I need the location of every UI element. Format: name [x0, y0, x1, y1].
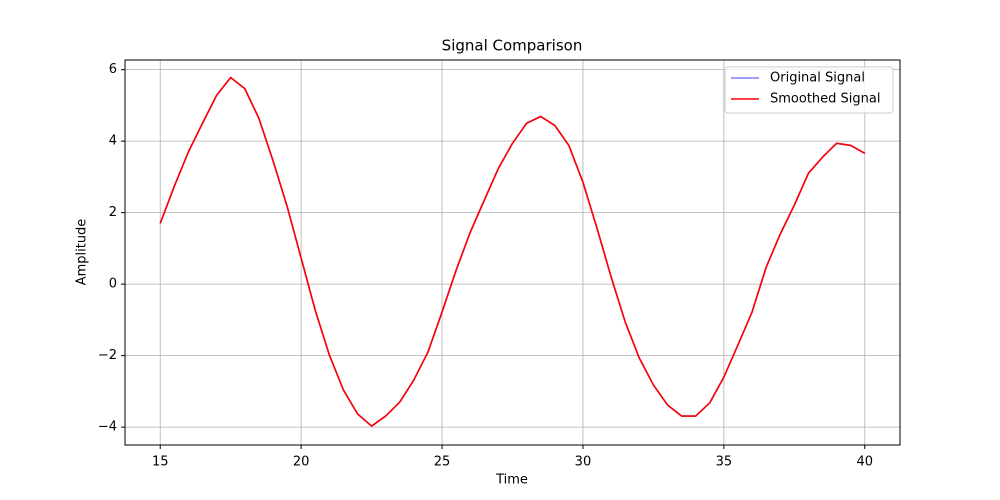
y-tick-label: −4 [98, 420, 117, 435]
axes-frame [124, 59, 901, 446]
y-axis-label: Amplitude [75, 219, 90, 286]
x-tick-label: 15 [152, 455, 169, 470]
line-series [159, 76, 866, 427]
x-tick-label: 30 [575, 455, 592, 470]
line-series [159, 76, 866, 427]
legend-label: Original Signal [770, 71, 865, 86]
y-tick-label: 6 [109, 62, 117, 77]
x-axis-label: Time [495, 473, 528, 488]
y-tick-label: 2 [109, 205, 117, 220]
x-tick-label: 35 [716, 455, 733, 470]
y-tick-label: −2 [98, 348, 117, 363]
chart-title: Signal Comparison [442, 37, 583, 55]
x-tick-label: 25 [434, 455, 451, 470]
x-tick-label: 20 [293, 455, 310, 470]
y-tick-label: 0 [109, 277, 117, 292]
y-tick-label: 4 [109, 134, 117, 149]
legend-label: Smoothed Signal [770, 92, 880, 107]
legend-box [724, 66, 894, 114]
x-tick-label: 40 [856, 455, 873, 470]
